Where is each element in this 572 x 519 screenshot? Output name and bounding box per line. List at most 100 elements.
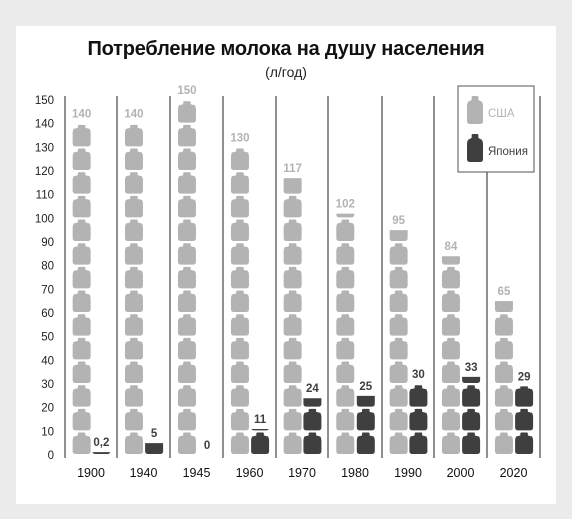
usa-bar-bottle xyxy=(177,172,196,194)
usa-bar-bottle xyxy=(441,361,460,383)
japan-data-label: 30 xyxy=(412,369,425,381)
usa-bar xyxy=(72,124,91,454)
usa-bar-bottle xyxy=(389,361,408,383)
japan-data-label: 11 xyxy=(254,414,267,426)
usa-bar-bottle xyxy=(494,337,513,360)
japan-bar xyxy=(145,443,164,454)
japan-bar-bottle xyxy=(409,408,428,431)
x-tick-label: 2020 xyxy=(500,466,528,480)
usa-bar-bottle xyxy=(177,314,196,336)
japan-bar-bottle xyxy=(303,398,322,407)
usa-bar-bottle xyxy=(72,219,91,241)
y-tick-label: 50 xyxy=(41,332,54,344)
usa-data-label: 150 xyxy=(177,85,196,97)
usa-data-label: 84 xyxy=(445,241,458,253)
usa-data-label: 140 xyxy=(72,109,91,121)
japan-data-label: 33 xyxy=(465,362,478,374)
usa-bar xyxy=(177,101,196,454)
usa-bar-bottle xyxy=(336,219,355,241)
usa-bar-bottle xyxy=(494,314,513,336)
usa-bar-bottle xyxy=(283,361,302,383)
usa-bar-bottle xyxy=(441,385,460,407)
usa-bar-bottle xyxy=(441,290,460,312)
usa-bar-bottle xyxy=(230,408,249,431)
japan-bar-bottle xyxy=(356,432,375,454)
usa-bar-bottle xyxy=(230,219,249,241)
usa-data-label: 140 xyxy=(124,109,143,121)
usa-bar-bottle xyxy=(72,432,91,454)
x-tick-label: 2000 xyxy=(447,466,475,480)
x-tick-label: 1980 xyxy=(341,466,369,480)
japan-bar xyxy=(303,398,322,454)
usa-bar-bottle xyxy=(336,408,355,431)
y-tick-label: 0 xyxy=(48,450,54,462)
japan-bar xyxy=(251,428,270,454)
usa-bar-bottle xyxy=(283,243,302,265)
chart-subtitle: (л/год) xyxy=(265,64,307,80)
japan-bar-bottle xyxy=(251,432,270,454)
usa-bar-bottle xyxy=(72,172,91,194)
usa-bar-bottle xyxy=(177,432,196,454)
legend-usa-swatch xyxy=(467,96,483,124)
usa-bar-bottle xyxy=(283,266,302,289)
japan-bar-bottle xyxy=(462,376,481,383)
usa-bar-bottle xyxy=(230,172,249,194)
japan-bar-bottle xyxy=(515,432,534,454)
y-tick-label: 130 xyxy=(35,142,54,154)
usa-bar-bottle xyxy=(72,314,91,336)
usa-bar-bottle xyxy=(389,385,408,407)
japan-bar xyxy=(356,395,375,454)
usa-bar-bottle xyxy=(124,195,143,218)
usa-bar-bottle xyxy=(283,337,302,360)
usa-bar-bottle xyxy=(124,337,143,360)
usa-bar-bottle xyxy=(177,266,196,289)
japan-bar xyxy=(92,452,111,454)
usa-bar-bottle xyxy=(389,230,408,241)
japan-bar-bottle xyxy=(515,386,534,407)
japan-data-label: 25 xyxy=(359,381,372,393)
chart-title: Потребление молока на душу населения xyxy=(87,38,485,60)
usa-bar-bottle xyxy=(124,290,143,312)
usa-bar-bottle xyxy=(230,385,249,407)
usa-bar-bottle xyxy=(230,195,249,218)
usa-bar-bottle xyxy=(441,266,460,289)
usa-bar-bottle xyxy=(72,148,91,170)
x-tick-label: 1960 xyxy=(236,466,264,480)
usa-bar-bottle xyxy=(124,314,143,336)
x-tick-label: 1970 xyxy=(288,466,316,480)
x-tick-label: 1945 xyxy=(183,466,211,480)
usa-bar-bottle xyxy=(124,432,143,454)
usa-bar-bottle xyxy=(283,408,302,431)
y-tick-label: 140 xyxy=(35,119,54,131)
usa-bar-bottle xyxy=(177,219,196,241)
usa-bar-bottle xyxy=(336,385,355,407)
japan-data-label: 0 xyxy=(204,440,210,452)
usa-bar-bottle xyxy=(283,432,302,454)
usa-bar-bottle xyxy=(72,408,91,431)
usa-bar-bottle xyxy=(283,314,302,336)
usa-bar-bottle xyxy=(177,385,196,407)
y-tick-label: 60 xyxy=(41,308,54,320)
usa-bar xyxy=(124,124,143,454)
usa-bar-bottle xyxy=(441,408,460,431)
usa-bar-bottle xyxy=(336,213,355,218)
usa-bar-bottle xyxy=(72,195,91,218)
usa-bar-bottle xyxy=(230,432,249,454)
japan-bar xyxy=(462,376,481,454)
japan-bar-bottle xyxy=(303,408,322,431)
y-tick-label: 110 xyxy=(36,190,54,202)
usa-bar-bottle xyxy=(177,408,196,431)
usa-bar xyxy=(494,301,513,454)
usa-bar-bottle xyxy=(441,256,460,265)
y-tick-label: 20 xyxy=(41,403,54,415)
usa-bar-bottle xyxy=(177,337,196,360)
usa-bar-bottle xyxy=(389,314,408,336)
usa-bar-bottle xyxy=(124,243,143,265)
usa-bar xyxy=(389,230,408,454)
usa-bar-bottle xyxy=(389,337,408,360)
usa-bar-bottle xyxy=(124,148,143,170)
japan-bar-bottle xyxy=(356,395,375,407)
japan-bar-bottle xyxy=(303,432,322,454)
usa-bar-bottle xyxy=(230,314,249,336)
japan-bar xyxy=(409,385,428,454)
